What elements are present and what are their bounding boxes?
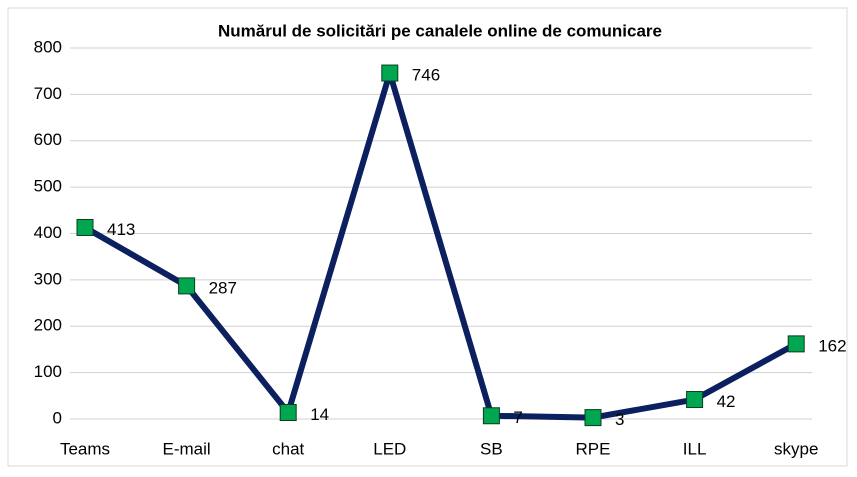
data-label: 287 [209,278,237,297]
y-tick-label: 800 [34,37,62,56]
marker [787,335,805,353]
data-label: 162 [818,336,846,355]
y-tick-label: 200 [34,316,62,335]
chart-title: Numărul de solicitări pe canalele online… [218,21,662,40]
y-tick-label: 300 [34,269,62,288]
data-label: 14 [310,405,329,424]
marker [482,407,500,425]
x-tick-label: Teams [60,439,110,458]
x-tick-label: SB [480,439,503,458]
data-label: 7 [513,408,522,427]
marker [279,404,297,422]
marker [584,409,602,427]
x-tick-label: RPE [576,439,611,458]
x-tick-label: LED [373,439,406,458]
data-label: 42 [717,392,736,411]
y-tick-label: 0 [53,408,62,427]
line [83,70,798,421]
y-tick-label: 400 [34,223,62,242]
x-tick-label: ILL [683,439,707,458]
x-tick-label: chat [272,439,304,458]
marker [178,277,196,295]
y-tick-label: 100 [34,362,62,381]
x-tick-label: skype [774,439,818,458]
marker [381,64,399,82]
marker [686,391,704,409]
data-label: 413 [107,220,135,239]
y-tick-label: 600 [34,130,62,149]
data-label: 746 [412,66,440,85]
marker [76,218,94,236]
data-label: 3 [615,410,624,429]
y-tick-label: 700 [34,84,62,103]
y-tick-label: 500 [34,177,62,196]
x-tick-label: E-mail [163,439,211,458]
